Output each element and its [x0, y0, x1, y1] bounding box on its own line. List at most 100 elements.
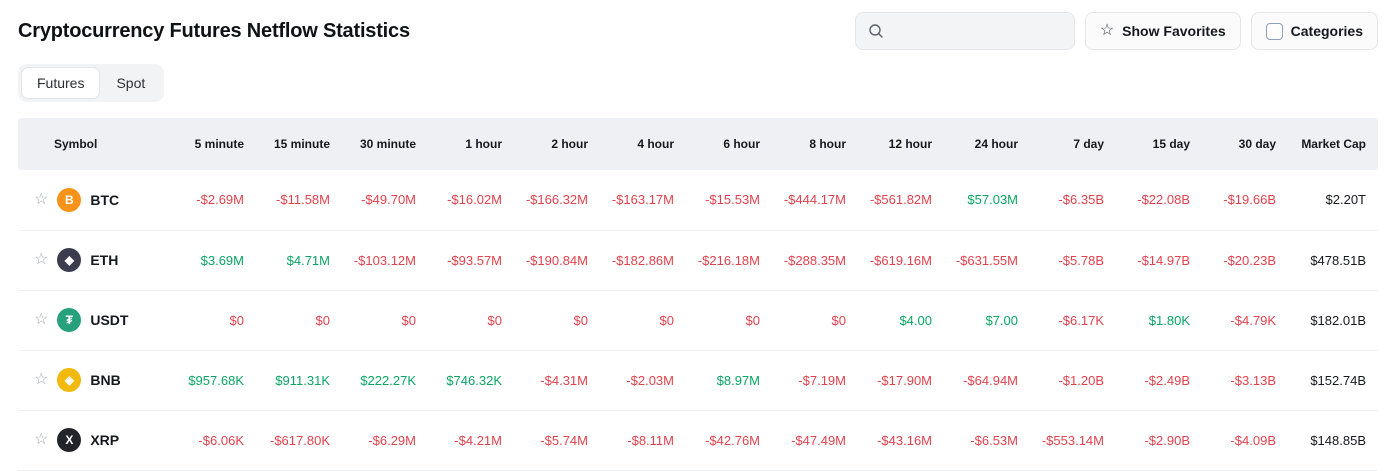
symbol-cell-btc: ☆ B BTC	[18, 170, 168, 231]
netflow-value-24-hour: -$64.94M	[942, 350, 1028, 411]
netflow-value-15-day: -$2.90B	[1114, 410, 1200, 471]
search-box[interactable]	[854, 12, 1075, 50]
favorite-star-icon[interactable]: ☆	[34, 431, 49, 448]
netflow-value-4-hour: -$8.11M	[598, 410, 684, 471]
netflow-table: Symbol 5 minute 15 minute 30 minute 1 hour 2 …	[18, 118, 1378, 471]
favorite-star-icon[interactable]: ☆	[34, 311, 49, 328]
netflow-value-8-hour: -$7.19M	[770, 350, 856, 411]
symbol-label[interactable]: ETH	[90, 252, 119, 268]
netflow-value-12-hour: $4.00	[856, 290, 942, 351]
netflow-value-12-hour: -$619.16M	[856, 230, 942, 291]
netflow-value-7-day: -$5.78B	[1028, 230, 1114, 291]
search-icon	[869, 24, 883, 38]
netflow-value-24-hour: $7.00	[942, 290, 1028, 351]
column-header-12-hour: 12 hour	[856, 118, 942, 170]
symbol-cell-eth: ☆ ◆ ETH	[18, 230, 168, 291]
netflow-value-15-day: $1.80K	[1114, 290, 1200, 351]
netflow-value-6-hour: $8.97M	[684, 350, 770, 411]
market-cap-value: $478.51B	[1286, 230, 1378, 291]
netflow-value-30-minute: $222.27K	[340, 350, 426, 411]
netflow-value-24-hour: -$631.55M	[942, 230, 1028, 291]
netflow-value-8-hour: -$444.17M	[770, 170, 856, 231]
netflow-value-24-hour: $57.03M	[942, 170, 1028, 231]
netflow-value-7-day: -$6.17K	[1028, 290, 1114, 351]
symbol-label[interactable]: XRP	[90, 432, 120, 448]
column-header-market-cap: Market Cap	[1286, 118, 1378, 170]
column-header-6-hour: 6 hour	[684, 118, 770, 170]
table-body: ☆ B BTC -$2.69M -$11.58M -$49.70M -$16.02M -$16…	[18, 170, 1378, 471]
market-type-tabs: Futures Spot	[18, 64, 165, 102]
usdt-coin-icon: ₮	[57, 308, 82, 332]
netflow-value-5-minute: $3.69M	[168, 230, 254, 291]
market-cap-value: $182.01B	[1286, 290, 1378, 351]
favorite-star-icon[interactable]: ☆	[34, 190, 49, 208]
column-header-5-minute: 5 minute	[168, 118, 254, 170]
netflow-table-container: Symbol 5 minute 15 minute 30 minute 1 hour 2 …	[18, 118, 1378, 471]
symbol-label[interactable]: BTC	[90, 191, 120, 208]
netflow-value-6-hour: $0	[684, 290, 770, 351]
netflow-value-30-day: -$4.09B	[1200, 410, 1286, 471]
table-row-eth[interactable]: ☆ ◆ ETH $3.69M $4.71M -$103.12M -$93.57M -$190.…	[18, 230, 1378, 291]
netflow-value-7-day: -$553.14M	[1028, 410, 1114, 471]
netflow-value-1-hour: -$93.57M	[426, 230, 512, 291]
netflow-value-15-minute: -$617.80K	[254, 410, 340, 471]
categories-checkbox-icon[interactable]	[1265, 22, 1283, 40]
netflow-value-6-hour: -$42.76M	[684, 410, 770, 471]
netflow-value-15-day: -$2.49B	[1114, 350, 1200, 411]
search-input[interactable]	[891, 22, 1062, 40]
netflow-value-6-hour: -$15.53M	[684, 170, 770, 231]
netflow-value-5-minute: -$2.69M	[168, 170, 254, 231]
favorite-star-icon[interactable]: ☆	[34, 371, 49, 388]
symbol-cell-xrp: ☆ X XRP	[18, 410, 168, 471]
toolbar: ☆ Show Favorites Categories	[854, 12, 1378, 50]
netflow-value-15-minute: $911.31K	[254, 350, 340, 411]
market-cap-value: $148.85B	[1286, 410, 1378, 471]
netflow-value-5-minute: -$6.06K	[168, 410, 254, 471]
netflow-value-2-hour: -$166.32M	[512, 170, 598, 231]
star-outline-icon: ☆	[1099, 22, 1115, 39]
market-cap-value: $152.74B	[1286, 350, 1378, 411]
table-row-bnb[interactable]: ☆ ◈ BNB $957.68K $911.31K $222.27K $746.32K -$4…	[18, 350, 1378, 411]
column-header-2-hour: 2 hour	[512, 118, 598, 170]
column-header-7-day: 7 day	[1028, 118, 1114, 170]
netflow-value-7-day: -$1.20B	[1028, 350, 1114, 411]
netflow-value-7-day: -$6.35B	[1028, 170, 1114, 231]
netflow-value-8-hour: -$288.35M	[770, 230, 856, 291]
netflow-value-24-hour: -$6.53M	[942, 410, 1028, 471]
page-title: Cryptocurrency Futures Netflow Statistic…	[18, 19, 410, 42]
netflow-value-15-minute: $0	[254, 290, 340, 351]
netflow-value-6-hour: -$216.18M	[684, 230, 770, 291]
tab-futures[interactable]: Futures	[21, 67, 101, 99]
netflow-value-5-minute: $957.68K	[168, 350, 254, 411]
netflow-value-2-hour: -$5.74M	[512, 410, 598, 471]
table-row-btc[interactable]: ☆ B BTC -$2.69M -$11.58M -$49.70M -$16.02M -$16…	[18, 170, 1378, 231]
table-row-xrp[interactable]: ☆ X XRP -$6.06K -$617.80K -$6.29M -$4.21M -$5.7…	[18, 410, 1378, 471]
show-favorites-button[interactable]: ☆ Show Favorites	[1084, 12, 1241, 50]
netflow-value-8-hour: $0	[770, 290, 856, 351]
column-header-24-hour: 24 hour	[942, 118, 1028, 170]
favorite-star-icon[interactable]: ☆	[34, 251, 49, 268]
column-header-4-hour: 4 hour	[598, 118, 684, 170]
table-header-row: Symbol 5 minute 15 minute 30 minute 1 hour 2 …	[18, 118, 1378, 170]
table-row-usdt[interactable]: ☆ ₮ USDT $0 $0 $0 $0 $0 $0 $0 $0 $4.00 $7.00 -$6.17K $…	[18, 290, 1378, 351]
column-header-15-day: 15 day	[1114, 118, 1200, 170]
symbol-label[interactable]: BNB	[90, 372, 121, 388]
categories-label: Categories	[1290, 23, 1363, 39]
netflow-value-4-hour: -$2.03M	[598, 350, 684, 411]
netflow-value-30-day: -$4.79K	[1200, 290, 1286, 351]
netflow-value-4-hour: -$182.86M	[598, 230, 684, 291]
show-favorites-label: Show Favorites	[1122, 23, 1226, 39]
netflow-value-1-hour: $0	[426, 290, 512, 351]
netflow-value-30-minute: $0	[340, 290, 426, 351]
tab-spot[interactable]: Spot	[100, 67, 161, 99]
symbol-label[interactable]: USDT	[90, 312, 129, 328]
symbol-cell-bnb: ☆ ◈ BNB	[18, 350, 168, 411]
column-header-15-minute: 15 minute	[254, 118, 340, 170]
netflow-value-30-day: -$19.66B	[1200, 170, 1286, 231]
netflow-value-1-hour: -$16.02M	[426, 170, 512, 231]
netflow-value-15-minute: -$11.58M	[254, 170, 340, 231]
netflow-value-30-minute: -$49.70M	[340, 170, 426, 231]
categories-button[interactable]: Categories	[1250, 12, 1378, 50]
xrp-coin-icon: X	[57, 428, 82, 452]
netflow-value-12-hour: -$17.90M	[856, 350, 942, 411]
